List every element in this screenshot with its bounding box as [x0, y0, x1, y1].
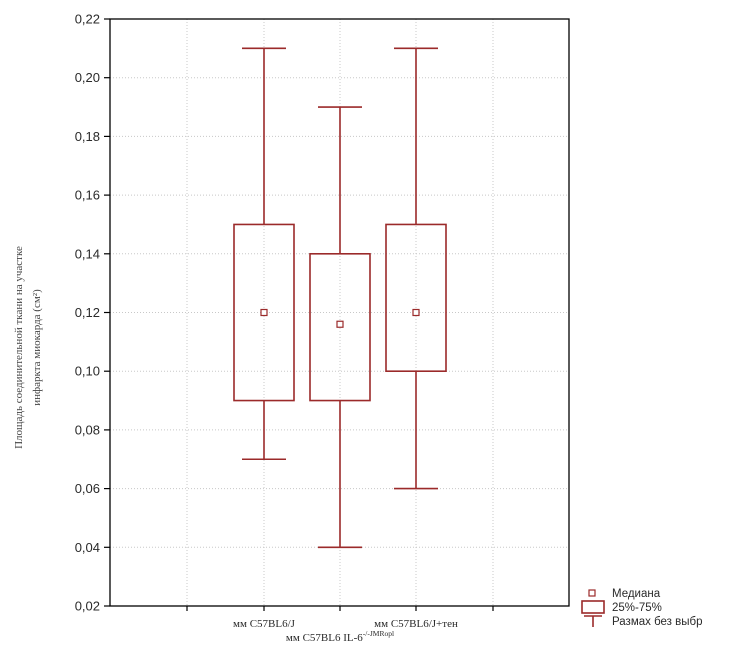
y-tick-label: 0,12	[75, 305, 100, 320]
y-axis: 0,02 0,04 0,06 0,08 0,10 0,12 0,14 0,16 0,18 0,20…	[75, 12, 494, 614]
median-marker	[412, 308, 420, 317]
y-axis-label: Площадь соединительной ткани на участке и…	[13, 246, 43, 449]
y-tick-label: 0,10	[75, 364, 100, 379]
y-tick-label: 0,20	[75, 70, 100, 85]
iqr-box	[309, 253, 371, 402]
median-marker	[336, 320, 344, 328]
category-label: мм C57BL6 IL-6-/-JMRopl	[286, 629, 394, 644]
legend: Медиана 25%-75% Размах без выбр	[581, 588, 703, 628]
y-tick-label: 0,14	[75, 246, 100, 261]
median-marker	[260, 308, 268, 317]
legend-label: Размах без выбр	[612, 616, 703, 628]
legend-label: 25%-75%	[612, 602, 662, 614]
y-tick-label: 0,06	[75, 481, 100, 496]
y-tick-label: 0,16	[75, 188, 100, 203]
box-group	[385, 47, 447, 490]
legend-item: 25%-75%	[581, 600, 662, 614]
y-axis-label-line: Площадь соединительной ткани на участке	[13, 246, 25, 449]
iqr-box	[233, 223, 295, 402]
box-group	[309, 106, 371, 549]
box-group	[233, 47, 295, 461]
legend-item: Размах без выбр	[584, 615, 703, 628]
legend-label: Медиана	[612, 588, 661, 600]
category-label: мм C57BL6/J	[233, 618, 296, 630]
y-tick-label: 0,04	[75, 540, 100, 555]
category-label: мм C57BL6/J+тен	[374, 618, 458, 630]
y-tick-label: 0,08	[75, 422, 100, 437]
y-tick-label: 0,02	[75, 599, 100, 614]
legend-median-symbol	[588, 589, 596, 597]
boxes	[233, 47, 447, 549]
legend-box-symbol	[581, 600, 605, 614]
iqr-box	[385, 223, 447, 372]
y-tick-label: 0,18	[75, 129, 100, 144]
y-tick-label: 0,22	[75, 12, 100, 27]
y-axis-label-line: инфаркта миокарда (см²)	[31, 289, 43, 406]
legend-item: Медиана	[588, 588, 661, 600]
